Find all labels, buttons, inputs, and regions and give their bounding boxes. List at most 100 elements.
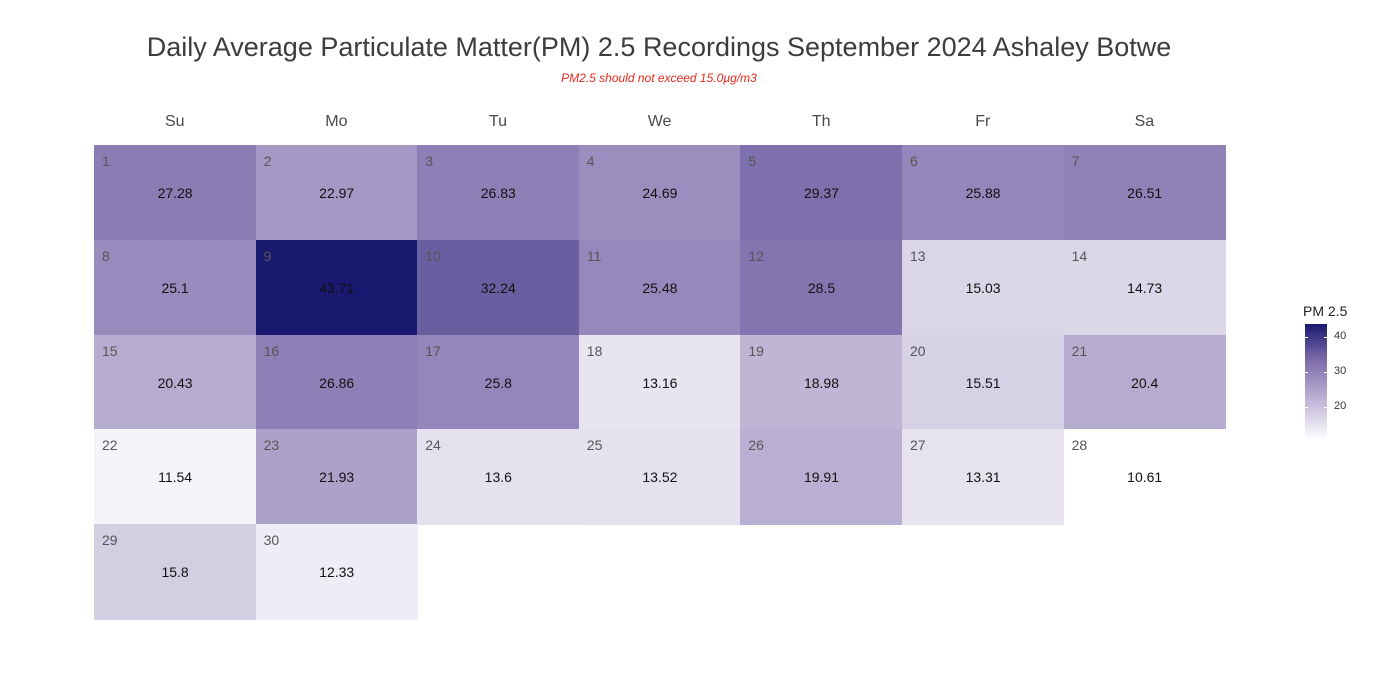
day-cell: 22 11.54 bbox=[94, 429, 257, 525]
day-number: 13 bbox=[910, 247, 926, 264]
day-number: 4 bbox=[586, 153, 595, 169]
day-number: 23 bbox=[263, 437, 280, 454]
day-number: 14 bbox=[1071, 247, 1088, 264]
day-number: 27 bbox=[910, 437, 926, 454]
day-cell: 9 43.71 bbox=[255, 239, 418, 336]
day-cell: 10 32.24 bbox=[417, 239, 580, 336]
legend-tick-label: 40 bbox=[1334, 330, 1347, 342]
day-number: 11 bbox=[586, 247, 602, 264]
legend-tick-label: 20 bbox=[1334, 400, 1347, 413]
day-number: 10 bbox=[425, 247, 441, 264]
day-value-label: 43.71 bbox=[319, 279, 355, 296]
day-number: 26 bbox=[748, 437, 764, 454]
day-cell: 27 13.31 bbox=[902, 429, 1065, 525]
day-value-label: 25.1 bbox=[161, 279, 189, 296]
day-value-label: 26.51 bbox=[1127, 185, 1163, 201]
day-value-label: 32.24 bbox=[480, 279, 516, 296]
day-cell: 23 21.93 bbox=[255, 429, 418, 525]
day-cell: 13 15.03 bbox=[902, 239, 1065, 336]
day-cell: 15 20.43 bbox=[94, 334, 257, 430]
day-cell: 26 19.91 bbox=[740, 429, 903, 525]
day-value-label: 20.4 bbox=[1131, 374, 1159, 391]
legend-title: PM 2.5 bbox=[1303, 303, 1348, 319]
day-value-label: 25.48 bbox=[642, 279, 678, 296]
legend-color-bar bbox=[1305, 324, 1327, 440]
day-number: 28 bbox=[1071, 437, 1088, 454]
day-value-label: 13.16 bbox=[642, 374, 678, 391]
day-number: 22 bbox=[102, 437, 118, 454]
weekday-label: Su bbox=[165, 113, 185, 130]
chart-subtitle: PM2.5 should not exceed 15.0µg/m3 bbox=[561, 71, 757, 85]
day-cell: 17 25.8 bbox=[417, 334, 580, 430]
weekday-label: Fr bbox=[975, 113, 991, 130]
day-number: 15 bbox=[102, 342, 118, 359]
legend-tick-label: 30 bbox=[1334, 365, 1347, 378]
day-cell: 20 15.51 bbox=[902, 334, 1065, 430]
day-number: 7 bbox=[1071, 153, 1080, 169]
day-number: 24 bbox=[425, 437, 441, 454]
day-cell: 7 26.51 bbox=[1063, 145, 1226, 241]
legend-tick-mark bbox=[1305, 372, 1308, 374]
day-number: 8 bbox=[102, 247, 110, 264]
day-value-label: 20.43 bbox=[157, 374, 193, 391]
day-value-label: 14.73 bbox=[1127, 279, 1163, 296]
day-cell: 29 15.8 bbox=[94, 524, 257, 620]
day-number: 30 bbox=[263, 532, 280, 549]
day-cell: 3 26.83 bbox=[417, 145, 580, 241]
day-number: 17 bbox=[425, 342, 441, 359]
day-cell: 1 27.28 bbox=[94, 145, 257, 241]
day-value-label: 18.98 bbox=[803, 374, 839, 391]
day-value-label: 26.86 bbox=[319, 374, 355, 391]
day-number: 21 bbox=[1071, 342, 1088, 359]
legend-tick-mark bbox=[1305, 337, 1308, 338]
day-value-label: 25.88 bbox=[965, 185, 1001, 201]
day-cell: 11 25.48 bbox=[578, 239, 741, 336]
weekday-label: Tu bbox=[488, 113, 508, 130]
day-number: 9 bbox=[263, 247, 272, 264]
weekday-label: We bbox=[647, 113, 672, 130]
weekday-label: Mo bbox=[325, 113, 348, 130]
day-value-label: 21.93 bbox=[319, 469, 355, 486]
day-number: 19 bbox=[748, 342, 764, 359]
day-value-label: 10.61 bbox=[1127, 469, 1163, 486]
day-number: 6 bbox=[910, 153, 918, 169]
day-value-label: 13.6 bbox=[484, 469, 512, 486]
day-cell: 21 20.4 bbox=[1063, 334, 1226, 430]
day-number: 5 bbox=[748, 153, 757, 169]
day-value-label: 15.51 bbox=[965, 374, 1001, 391]
day-value-label: 25.8 bbox=[484, 374, 512, 391]
day-cell: 19 18.98 bbox=[740, 334, 903, 430]
day-cell: 2 22.97 bbox=[255, 145, 418, 241]
legend-tick-mark bbox=[1324, 407, 1327, 409]
weekday-label: Sa bbox=[1134, 113, 1155, 130]
legend-tick-mark bbox=[1324, 372, 1327, 374]
day-number: 3 bbox=[425, 153, 433, 169]
legend-tick-mark bbox=[1305, 407, 1308, 409]
day-value-label: 13.52 bbox=[642, 469, 678, 486]
day-cell: 16 26.86 bbox=[255, 334, 418, 430]
day-value-label: 29.37 bbox=[803, 185, 839, 201]
chart-title: Daily Average Particulate Matter(PM) 2.5… bbox=[146, 32, 1172, 62]
day-number: 29 bbox=[102, 532, 118, 549]
day-cell: 6 25.88 bbox=[902, 145, 1065, 241]
day-number: 1 bbox=[102, 153, 110, 169]
day-cell: 5 29.37 bbox=[740, 145, 903, 241]
day-value-label: 28.5 bbox=[807, 279, 836, 296]
day-value-label: 26.83 bbox=[480, 185, 516, 201]
day-value-label: 27.28 bbox=[157, 185, 193, 201]
day-value-label: 15.03 bbox=[965, 279, 1001, 296]
day-value-label: 11.54 bbox=[158, 469, 193, 486]
legend-tick-mark bbox=[1324, 337, 1327, 338]
day-cell: 4 24.69 bbox=[578, 145, 741, 241]
day-number: 20 bbox=[910, 342, 926, 359]
day-value-label: 19.91 bbox=[803, 469, 839, 486]
day-value-label: 24.69 bbox=[642, 185, 678, 201]
day-value-label: 13.31 bbox=[965, 469, 1001, 486]
day-cell: 14 14.73 bbox=[1063, 239, 1226, 336]
day-number: 18 bbox=[586, 342, 603, 359]
day-cell: 28 10.61 bbox=[1063, 429, 1226, 525]
day-number: 16 bbox=[263, 342, 280, 359]
day-value-label: 12.33 bbox=[319, 564, 355, 581]
day-number: 25 bbox=[586, 437, 603, 454]
weekday-label: Th bbox=[811, 113, 831, 130]
